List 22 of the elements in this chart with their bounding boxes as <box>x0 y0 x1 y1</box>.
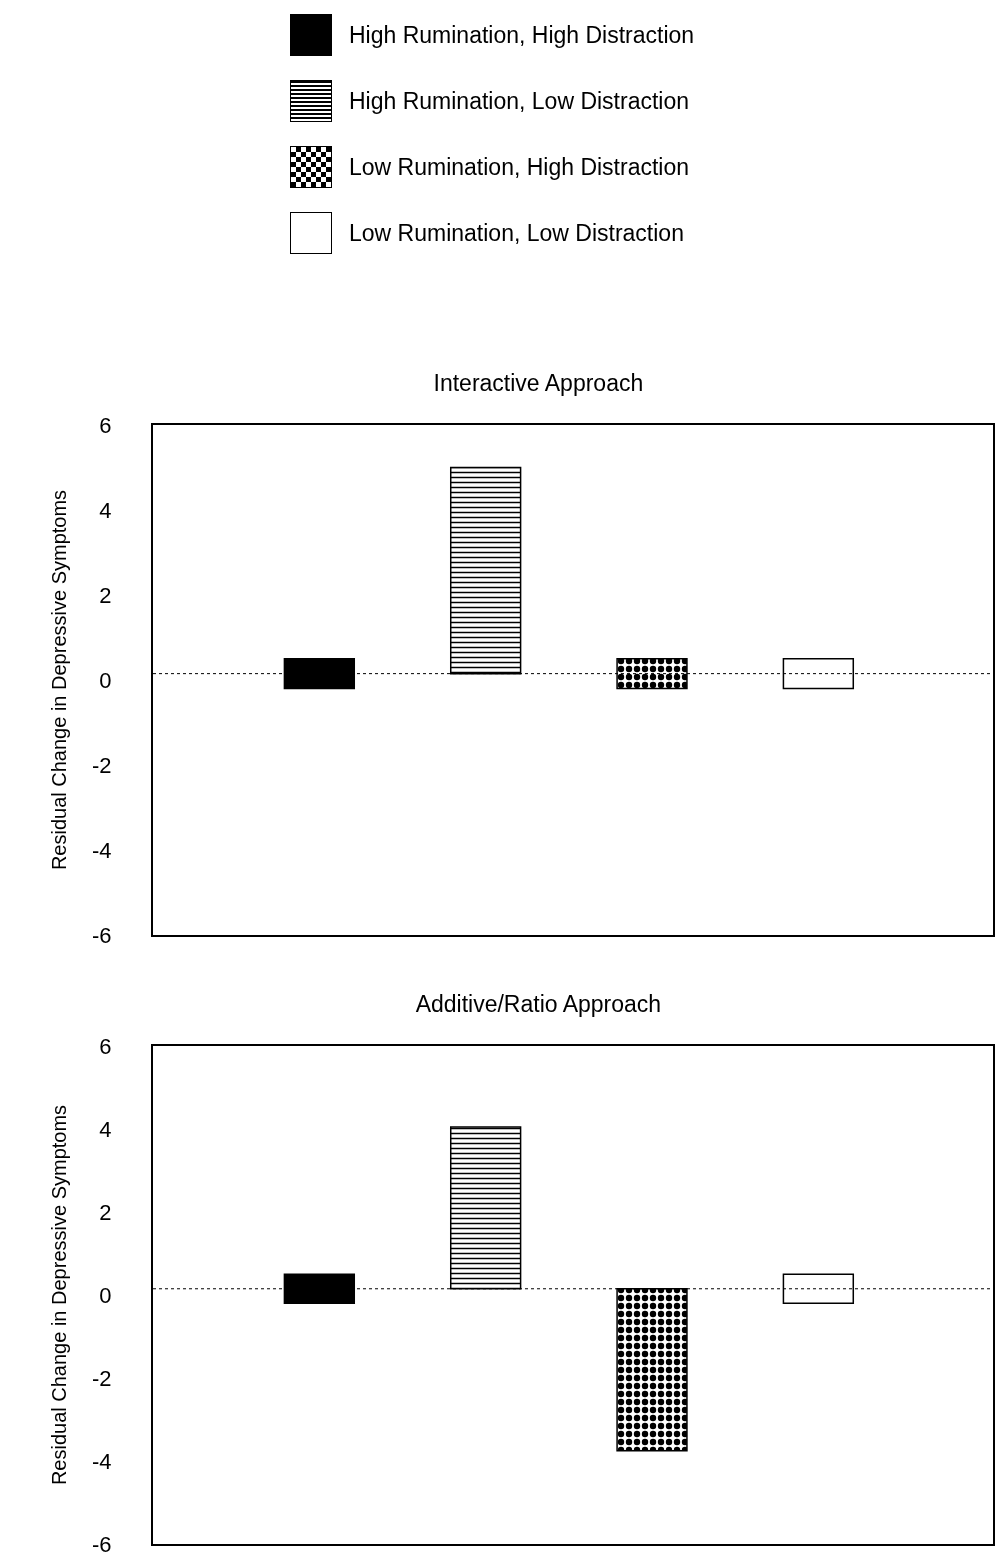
y-tick-label: -6 <box>92 922 112 948</box>
y-tick-label: -2 <box>92 752 112 778</box>
legend-label: Low Rumination, Low Distraction <box>349 219 684 247</box>
y-tick-label: 0 <box>99 1282 112 1308</box>
y-tick-label: 4 <box>99 1116 112 1142</box>
y-tick-label: 6 <box>99 1033 112 1059</box>
chart-title: Additive/Ratio Approach <box>415 991 662 1018</box>
y-tick-label: 2 <box>99 1199 112 1225</box>
y-tick-label: -2 <box>92 1365 112 1391</box>
legend-label: High Rumination, High Distraction <box>349 21 695 49</box>
y-tick-label: -4 <box>92 1448 112 1474</box>
y-tick-label: -4 <box>92 837 112 863</box>
y-tick-label: 0 <box>99 667 112 693</box>
chart-title: Interactive Approach <box>433 370 644 397</box>
y-tick-label: 6 <box>99 412 112 438</box>
y-axis-title: Residual Change in Depressive Symptoms <box>48 489 71 871</box>
y-axis-title: Residual Change in Depressive Symptoms <box>48 1104 71 1486</box>
y-tick-label: 4 <box>99 497 112 523</box>
legend-label: Low Rumination, High Distraction <box>349 153 690 181</box>
y-tick-label: 2 <box>99 582 112 608</box>
legend-label: High Rumination, Low Distraction <box>349 87 690 115</box>
y-tick-label: -6 <box>92 1531 112 1557</box>
